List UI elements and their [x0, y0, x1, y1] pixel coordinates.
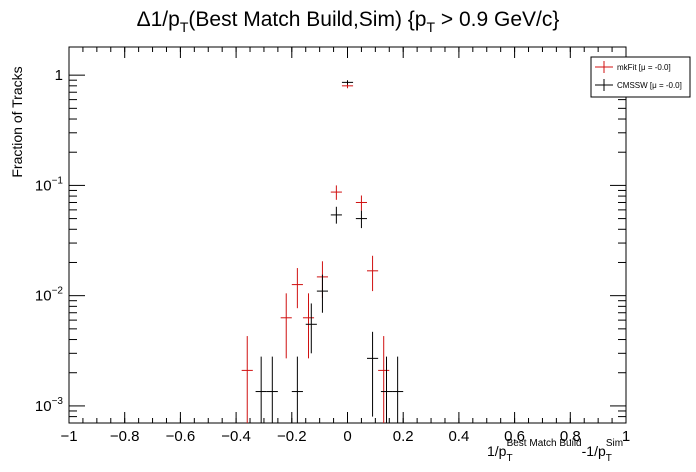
title-middle: (Best Match Build,Sim) {p [188, 8, 426, 31]
x-tick-label: 0.2 [393, 428, 414, 445]
x-tick-label: 0 [343, 428, 351, 445]
series-mkfit [241, 83, 390, 423]
title-sub2: T [426, 19, 435, 35]
x-tick-label: −0.2 [277, 428, 307, 445]
x-axis-title: 1/pTBest Match Build-1/pTSim [487, 438, 623, 464]
x-tick-label: −0.4 [221, 428, 251, 445]
x-tick-label: 0.4 [448, 428, 469, 445]
x-tick-label: −1 [60, 428, 77, 445]
legend-label-mkfit: mkFit [μ = -0.0] [617, 63, 671, 72]
x-tick-label: −0.6 [166, 428, 196, 445]
y-tick-label: 10−2 [35, 286, 64, 305]
series-cmssw [255, 80, 404, 423]
y-tick-label: 10−3 [35, 396, 64, 415]
chart-title: Δ1/pT(Best Match Build,Sim) {pT > 0.9 Ge… [137, 8, 560, 35]
xlabel-a: 1/p [487, 443, 507, 459]
title-tail: > 0.9 GeV/c} [435, 8, 559, 31]
xlabel-a-sub: T [506, 453, 512, 464]
xlabel-a-sup: Best Match Build [507, 438, 582, 449]
x-tick-label: 0.6 [504, 428, 525, 445]
axis-tick-labels: −1 −0.8 −0.6 −0.4 −0.2 0 0.2 0.4 0.6 0.8 1 1 10−1 10−… [35, 67, 630, 445]
y-tick-label: 1 [55, 67, 63, 84]
legend: mkFit [μ = -0.0] CMSSW [μ = -0.0] [590, 56, 691, 98]
xlabel-b-sub: T [606, 453, 612, 464]
x-tick-label: −0.8 [110, 428, 140, 445]
x-tick-label: 0.8 [560, 428, 581, 445]
xlabel-b-sup: Sim [606, 438, 623, 449]
title-delta: Δ [137, 8, 151, 31]
title-sub: T [180, 19, 189, 35]
series-layer [241, 80, 404, 423]
x-tick-label: 1 [622, 428, 630, 445]
y-axis-title: Fraction of Tracks [9, 66, 25, 177]
title-num: 1/p [151, 8, 180, 31]
y-tick-label: 10−1 [35, 175, 64, 194]
axis-ticks [68, 47, 627, 424]
legend-label-cmssw: CMSSW [μ = -0.0] [617, 81, 682, 90]
legend-box [590, 56, 691, 98]
xlabel-b: -1/p [582, 443, 606, 459]
